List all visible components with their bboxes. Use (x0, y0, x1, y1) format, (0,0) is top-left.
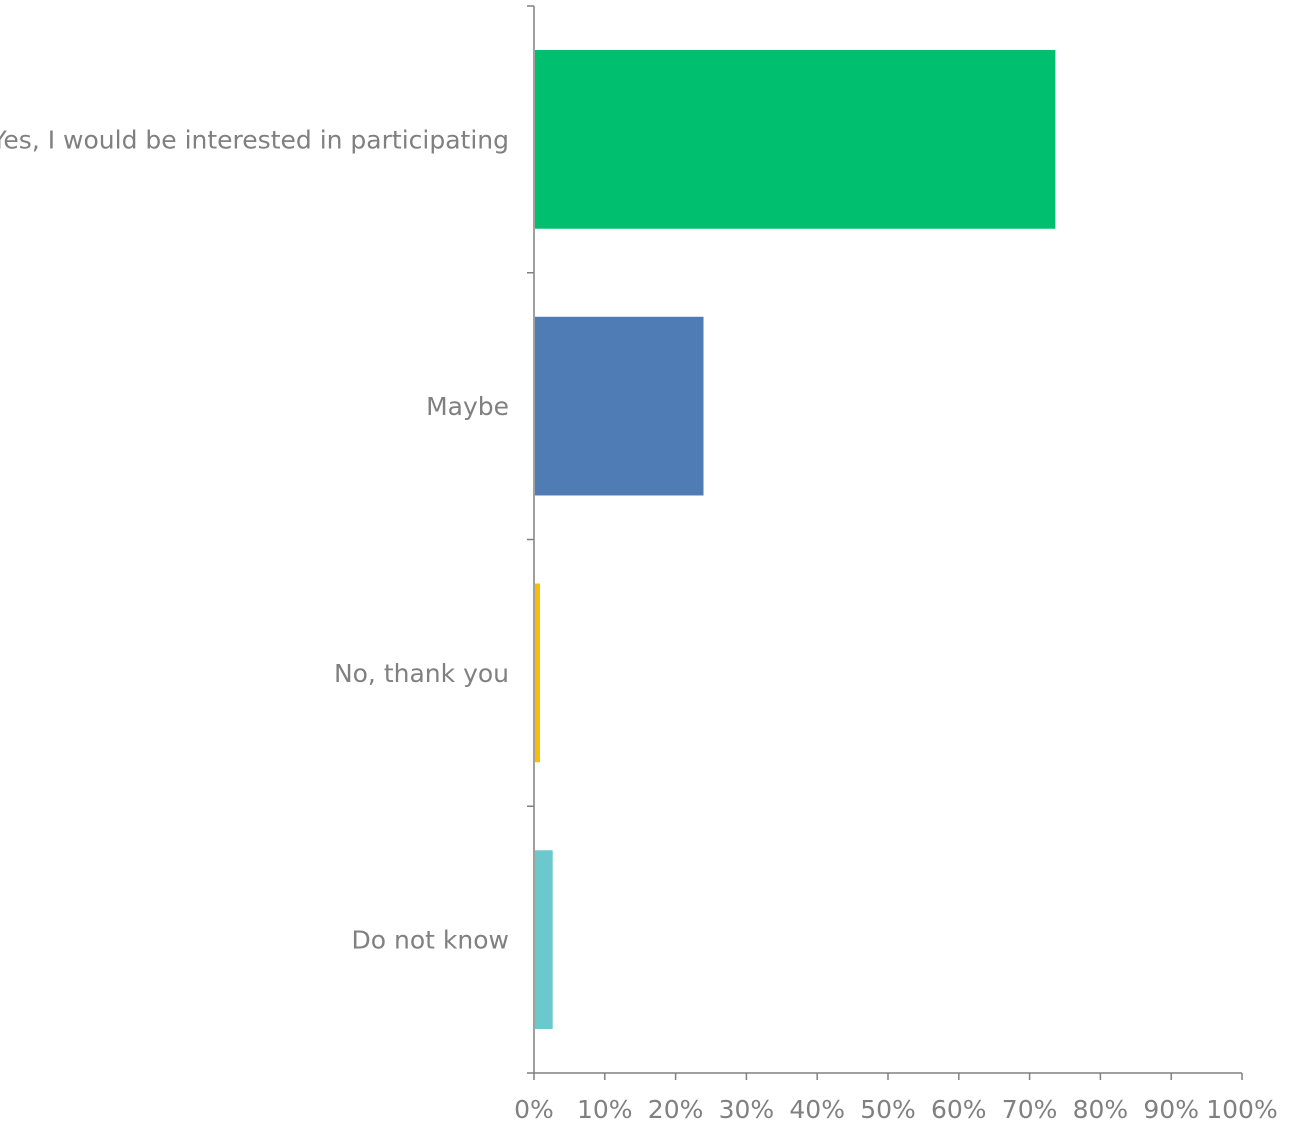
category-label-do-not-know: Do not know (352, 926, 509, 955)
x-tick-label-50: 50% (860, 1095, 916, 1121)
bar-yes-i-would-be-interested-in-participating (535, 50, 1056, 229)
category-label-maybe: Maybe (426, 392, 509, 421)
x-tick-label-60: 60% (931, 1095, 987, 1121)
x-tick-label-40: 40% (789, 1095, 845, 1121)
category-label-no-thank-you: No, thank you (334, 659, 509, 688)
category-label-yes-i-would-be-interested-in-participating: Yes, I would be interested in participat… (0, 125, 509, 154)
bar-maybe (535, 316, 704, 496)
x-tick-label-10: 10% (577, 1095, 633, 1121)
x-tick-label-80: 80% (1073, 1095, 1129, 1121)
bars-layer (535, 50, 1056, 1029)
x-tick-label-100: 100% (1206, 1095, 1277, 1121)
x-tick-label-70: 70% (1002, 1095, 1058, 1121)
axes-layer (527, 5, 1243, 1080)
labels-layer: Yes, I would be interested in participat… (0, 125, 1278, 1124)
x-tick-label-30: 30% (719, 1095, 775, 1121)
x-tick-label-90: 90% (1143, 1095, 1199, 1121)
bar-do-not-know (535, 850, 553, 1029)
x-tick-label-0: 0% (514, 1095, 554, 1121)
bar-no-thank-you (535, 583, 540, 763)
x-tick-label-20: 20% (648, 1095, 704, 1121)
